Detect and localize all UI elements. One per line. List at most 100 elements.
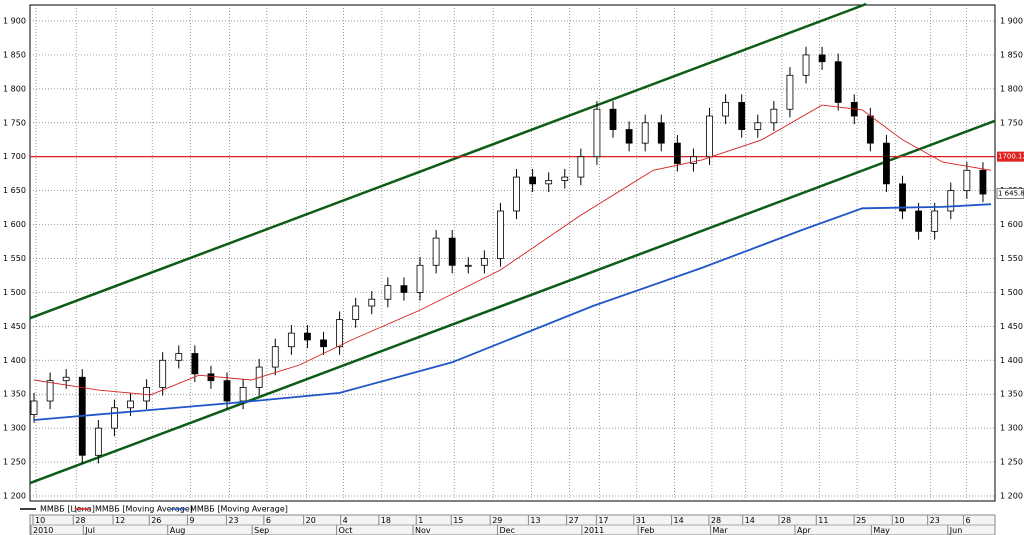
x-tick-label: 11 — [818, 516, 828, 525]
month-label: Jun — [949, 526, 963, 535]
candle-body — [400, 285, 408, 293]
x-tick-label: 4 — [343, 516, 348, 525]
y-tick-label-right: 1 750 — [1000, 118, 1023, 127]
x-tick-label: 6 — [965, 516, 970, 525]
x-tick-label: 14 — [674, 516, 684, 525]
candle-body — [287, 332, 295, 348]
candle-body — [738, 102, 746, 130]
y-tick-label: 1 800 — [3, 84, 26, 93]
legend-label: ММВБ [Moving Average] — [190, 505, 288, 514]
x-tick-label: 15 — [453, 516, 463, 525]
x-tick-label: 26 — [151, 516, 161, 525]
channel-line — [29, 2, 867, 320]
y-tick-label: 1 900 — [3, 17, 26, 26]
y-tick-label: 1 550 — [3, 254, 26, 263]
candle-body — [947, 190, 955, 212]
candle-body — [191, 353, 199, 375]
candle-body — [46, 380, 54, 402]
month-label: Apr — [797, 526, 812, 535]
month-label: 2011 — [584, 526, 604, 535]
candle-body — [641, 122, 649, 144]
candle-body — [561, 176, 569, 181]
candle-body — [866, 115, 874, 144]
candle-body — [352, 305, 360, 320]
channel-line — [29, 119, 996, 485]
y-tick-label-right: 1 400 — [1000, 356, 1023, 365]
candle-body — [899, 183, 906, 212]
y-tick-label-right: 1 250 — [1000, 458, 1023, 467]
month-label: Aug — [170, 526, 186, 535]
candle-body — [464, 264, 472, 267]
legend-label: ММВБ [Цена] — [40, 505, 95, 514]
candle-body — [271, 346, 279, 368]
candle-body — [416, 264, 424, 293]
candle-body — [690, 156, 697, 164]
candle-body — [304, 332, 311, 341]
x-tick-label: 28 — [75, 516, 85, 525]
y-tick-label: 1 400 — [3, 356, 26, 365]
y-tick-label: 1 300 — [3, 424, 26, 433]
x-tick-label: 10 — [35, 516, 45, 525]
x-tick-label: 6 — [266, 516, 271, 525]
candle-body — [577, 156, 585, 178]
y-tick-label-right: 1 850 — [1000, 50, 1023, 59]
candle-body — [802, 54, 810, 76]
candle-body — [818, 54, 826, 63]
candle-body — [706, 115, 713, 158]
candle-body — [657, 122, 665, 144]
price-label-box — [996, 188, 1024, 199]
x-tick-label: 18 — [381, 516, 391, 525]
x-tick-label: 17 — [598, 516, 608, 525]
candle-body — [834, 61, 842, 103]
candle-body — [529, 176, 537, 185]
x-tick-label: 25 — [856, 516, 866, 525]
month-label: Jul — [84, 526, 95, 535]
candle-body — [625, 129, 633, 144]
x-tick-label: 12 — [115, 516, 125, 525]
moving-average — [33, 104, 992, 396]
candle-body — [62, 376, 70, 382]
candle-body — [963, 169, 971, 192]
month-label: Feb — [640, 526, 654, 535]
candle-body — [207, 373, 215, 382]
candle-body — [497, 210, 504, 259]
y-tick-label: 1 200 — [3, 492, 26, 501]
candle-body — [754, 122, 762, 130]
candle-body — [336, 319, 344, 348]
y-tick-label-right: 1 550 — [1000, 254, 1023, 263]
y-tick-label-right: 1 900 — [1000, 17, 1023, 26]
y-tick-label: 1 650 — [3, 186, 26, 195]
candle-body — [111, 407, 118, 429]
candle-body — [239, 387, 247, 402]
candle-body — [513, 176, 520, 212]
candle-body — [159, 359, 167, 388]
candle-body — [979, 169, 987, 195]
month-label: Oct — [339, 526, 353, 535]
candle-body — [30, 400, 38, 415]
candle-body — [320, 339, 327, 348]
x-tick-label: 10 — [894, 516, 904, 525]
y-tick-label-right: 1 350 — [1000, 390, 1023, 399]
month-label: 2010 — [33, 526, 53, 535]
candle-body — [673, 142, 681, 164]
y-tick-label: 1 600 — [3, 220, 26, 229]
candle-body — [448, 237, 456, 266]
x-tick-label: 14 — [745, 516, 755, 525]
plot-frame — [29, 4, 996, 502]
month-label: Nov — [415, 526, 431, 535]
y-tick-label: 1 450 — [3, 322, 26, 331]
y-tick-label: 1 250 — [3, 458, 26, 467]
candle-body — [480, 258, 488, 266]
x-tick-label: 1 — [418, 516, 423, 525]
x-tick-label: 9 — [189, 516, 194, 525]
candle-body — [127, 400, 134, 409]
candle-body — [770, 108, 778, 124]
y-tick-label-right: 1 500 — [1000, 288, 1023, 297]
y-tick-label-right: 1 800 — [1000, 84, 1023, 93]
y-tick-label: 1 700 — [3, 152, 26, 161]
x-tick-label: 23 — [228, 516, 238, 525]
x-tick-label: 13 — [530, 516, 540, 525]
y-tick-label: 1 750 — [3, 118, 26, 127]
candle-body — [722, 102, 730, 117]
